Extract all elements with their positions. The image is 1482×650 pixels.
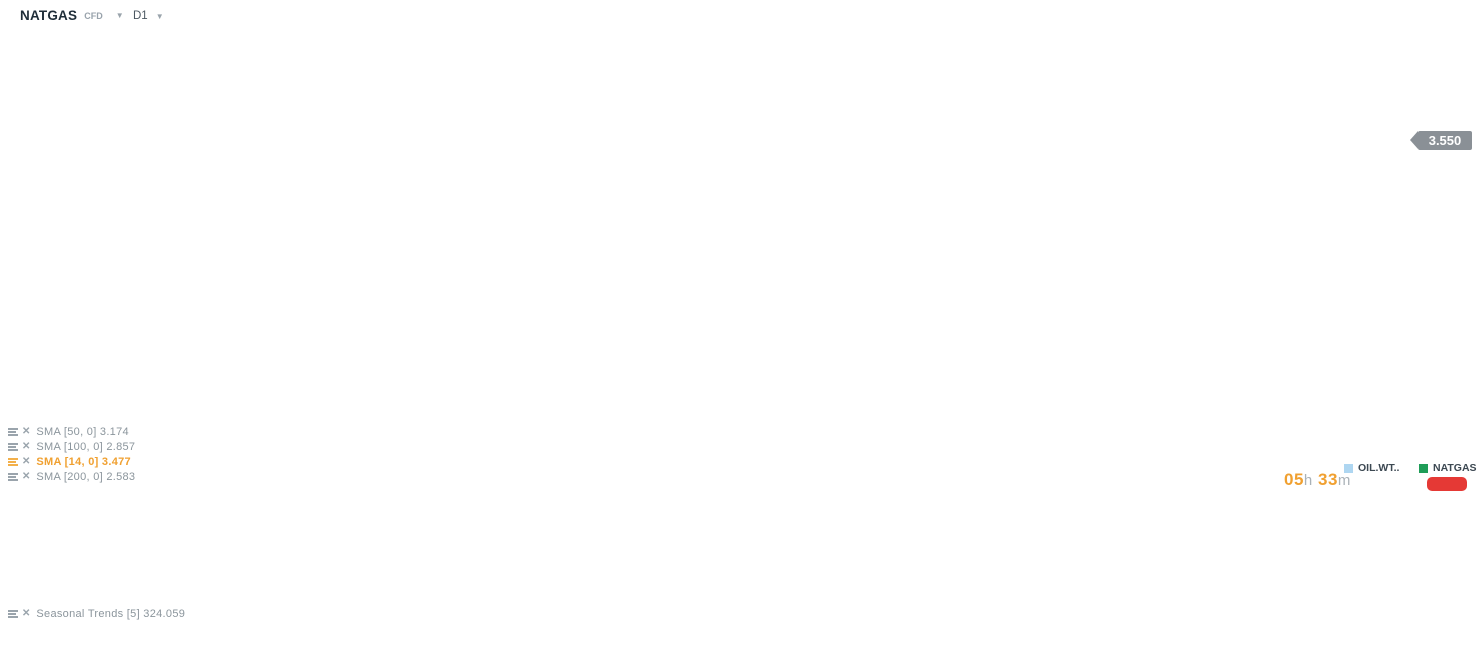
indicator-settings-icon[interactable] — [8, 442, 18, 452]
timeframe-label: D1 — [133, 10, 148, 22]
timeframe-selector[interactable]: D1 ▼ — [133, 10, 164, 22]
sell-button[interactable] — [1427, 477, 1467, 491]
indicator-row-sma14: ✕ SMA [14, 0] 3.477 — [8, 455, 131, 469]
indicator-label: SMA [200, 0] 2.583 — [36, 471, 136, 483]
oil-wti-swatch-icon — [1344, 463, 1353, 473]
indicator-label: SMA [14, 0] 3.477 — [36, 456, 131, 468]
current-price-badge: 3.550 — [1410, 131, 1472, 150]
chevron-down-icon: ▼ — [115, 11, 124, 20]
series-toggle-oil-wti[interactable]: OIL.WT.. — [1344, 462, 1399, 474]
chevron-down-icon: ▼ — [155, 11, 164, 21]
series-toggle-label: OIL.WT.. — [1358, 462, 1400, 474]
indicator-settings-icon[interactable] — [8, 457, 18, 467]
series-toggle-natgas[interactable]: NATGAS — [1419, 462, 1477, 474]
symbol-selector[interactable]: NATGAS CFD ▼ — [20, 8, 124, 23]
candle-countdown: 05h 33m — [1284, 470, 1351, 489]
indicator-settings-icon[interactable] — [8, 609, 18, 619]
close-icon[interactable]: ✕ — [22, 456, 31, 467]
indicator-row-sma50: ✕ SMA [50, 0] 3.174 — [8, 425, 129, 439]
series-toggle-label: NATGAS — [1433, 462, 1477, 474]
indicator-row-sma100: ✕ SMA [100, 0] 2.857 — [8, 440, 135, 454]
close-icon[interactable]: ✕ — [22, 441, 31, 452]
close-icon[interactable]: ✕ — [22, 608, 31, 619]
indicator-label: SMA [50, 0] 3.174 — [36, 426, 129, 438]
instrument-type-label: CFD — [84, 10, 103, 21]
seasonal-trends-label: Seasonal Trends [5] 324.059 — [36, 608, 186, 620]
seasonal-trends-legend: ✕ Seasonal Trends [5] 324.059 — [8, 608, 185, 620]
indicator-row-sma200: ✕ SMA [200, 0] 2.583 — [8, 470, 135, 484]
natgas-swatch-icon — [1419, 463, 1428, 473]
symbol-name: NATGAS — [20, 8, 78, 23]
indicator-settings-icon[interactable] — [8, 427, 18, 437]
indicator-label: SMA [100, 0] 2.857 — [36, 441, 136, 453]
close-icon[interactable]: ✕ — [22, 426, 31, 437]
close-icon[interactable]: ✕ — [22, 471, 31, 482]
indicator-settings-icon[interactable] — [8, 472, 18, 482]
